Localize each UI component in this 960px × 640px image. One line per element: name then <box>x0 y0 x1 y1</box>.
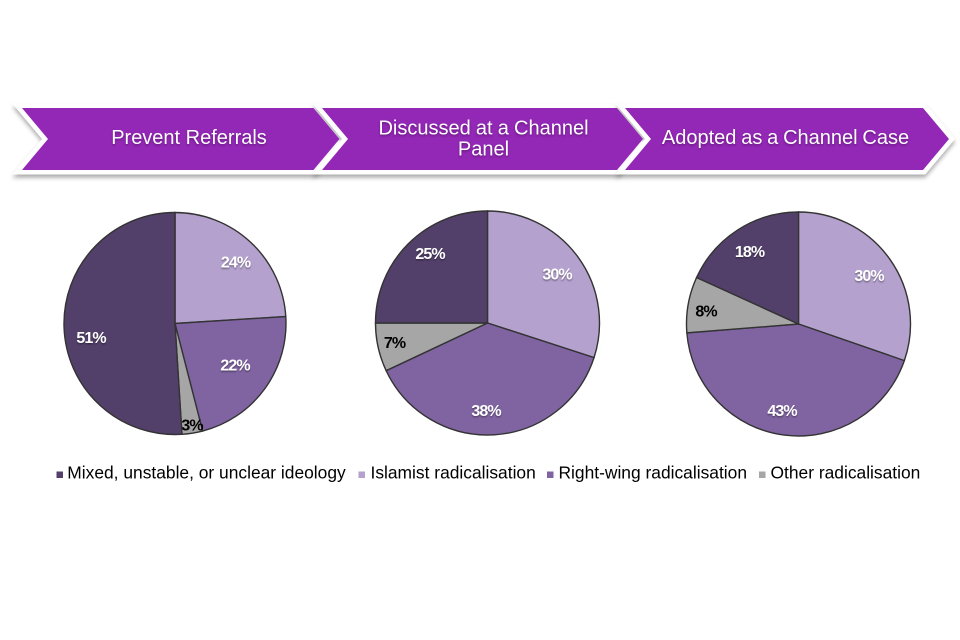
svg-text:38%: 38% <box>471 403 501 420</box>
svg-text:3%: 3% <box>181 417 203 434</box>
svg-text:Adopted as a Channel Case: Adopted as a Channel Case <box>662 127 909 149</box>
svg-text:24%: 24% <box>221 254 251 271</box>
svg-text:18%: 18% <box>735 244 765 261</box>
svg-text:Right-wing radicalisation: Right-wing radicalisation <box>559 463 748 483</box>
svg-text:51%: 51% <box>76 330 106 347</box>
svg-text:8%: 8% <box>695 303 717 320</box>
svg-text:Islamist radicalisation: Islamist radicalisation <box>371 463 536 483</box>
svg-text:Other radicalisation: Other radicalisation <box>771 463 921 483</box>
svg-text:Panel: Panel <box>458 139 509 161</box>
svg-text:30%: 30% <box>542 266 572 283</box>
svg-text:7%: 7% <box>384 335 406 352</box>
svg-text:Discussed at a Channel: Discussed at a Channel <box>378 118 588 140</box>
svg-text:22%: 22% <box>220 357 250 374</box>
svg-text:Mixed, unstable, or unclear id: Mixed, unstable, or unclear ideology <box>67 463 346 483</box>
svg-text:30%: 30% <box>854 268 884 285</box>
svg-text:25%: 25% <box>415 246 445 263</box>
svg-text:43%: 43% <box>767 403 797 420</box>
svg-text:Prevent Referrals: Prevent Referrals <box>111 127 267 149</box>
